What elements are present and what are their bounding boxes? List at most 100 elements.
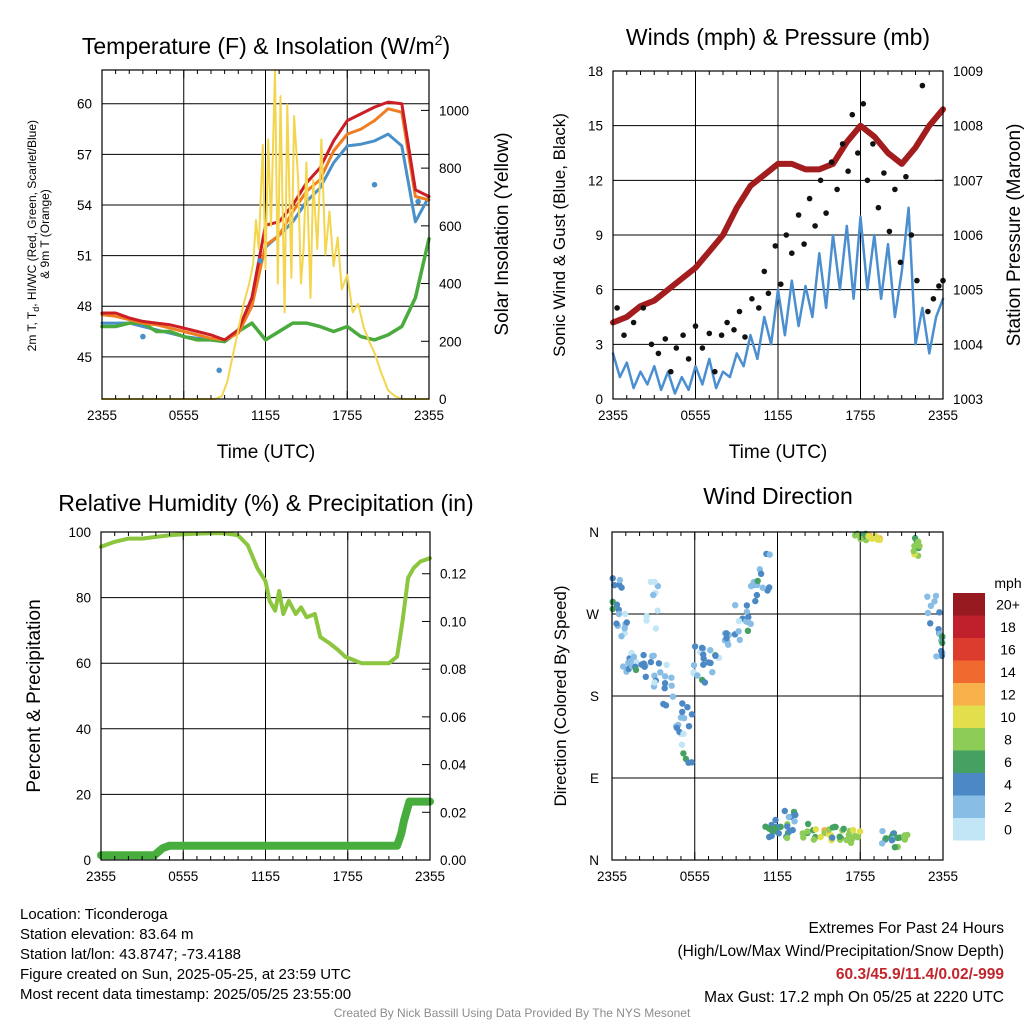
wind-data-point	[823, 210, 829, 216]
station-info: Location: Ticonderoga Station elevation:…	[20, 905, 351, 1005]
dir-data-point	[836, 833, 843, 840]
speed-legend-swatch	[953, 593, 985, 616]
station-elevation: Station elevation: 83.64 m	[20, 926, 194, 943]
dir-data-point	[924, 609, 932, 617]
dir-data-point	[712, 652, 719, 659]
dir-data-point	[888, 837, 896, 844]
max-gust: Max Gust: 17.2 mph On 05/25 at 2220 UTC	[704, 989, 1004, 1006]
rh-y-tick-label: 60	[76, 656, 91, 671]
dir-data-point	[643, 617, 650, 624]
wind-data-point	[817, 177, 824, 184]
temp-data-point	[216, 367, 222, 374]
wind-data-point	[839, 141, 846, 147]
temp-data-point	[415, 198, 421, 205]
dir-grid	[611, 531, 944, 861]
wind-data-point	[761, 268, 768, 275]
dir-data-point	[630, 653, 638, 660]
dir-data-point	[785, 813, 792, 821]
temp-ylabel-left: 2m T, Td, HI/WC (Red, Green, Scarlet/Blu…	[25, 117, 52, 352]
dir-data-point	[745, 619, 752, 626]
speed-legend-swatch	[953, 683, 985, 706]
wind-data-point	[712, 368, 718, 375]
speed-legend-label: 6	[1004, 754, 1012, 770]
dir-data-point	[910, 547, 917, 555]
dir-data-point	[661, 673, 669, 680]
temp-y2-tick-label: 400	[439, 277, 462, 292]
dir-data-point	[744, 627, 752, 634]
wind-data-point	[772, 243, 779, 249]
rh-y2-tick-label: 0.04	[440, 758, 467, 773]
dir-data-point	[701, 679, 709, 686]
dir-data-point	[784, 823, 791, 830]
dir-x-tick-label: 0555	[680, 869, 710, 884]
wind-data-point	[925, 308, 931, 315]
wind-y-tick-label: 9	[595, 228, 603, 243]
dir-data-point	[691, 643, 699, 650]
wind-data-point	[828, 159, 835, 165]
temp-data-point	[140, 333, 146, 340]
wind-y2-tick-label: 1004	[953, 337, 984, 352]
dir-data-point	[619, 663, 627, 670]
dir-x-tick-label: 1155	[763, 869, 792, 884]
wind-y2-tick-label: 1008	[953, 119, 983, 134]
dir-data-point	[810, 836, 818, 843]
wind-data-point	[680, 332, 686, 339]
dir-data-point	[878, 840, 886, 847]
dir-data-point	[685, 759, 692, 766]
wind-y-tick-label: 18	[588, 64, 603, 79]
temp-y-tick-label: 48	[77, 299, 92, 314]
speed-legend-swatch	[953, 750, 985, 773]
dir-data-point	[804, 820, 812, 828]
dir-data-point	[891, 844, 899, 851]
dir-data-point	[679, 700, 686, 707]
wind-data-point	[897, 259, 904, 266]
rh-y2-tick-label: 0.06	[440, 710, 466, 725]
dir-data-point	[684, 704, 691, 711]
wind-x-tick-label: 2355	[928, 408, 958, 423]
rh-title: Relative Humidity (%) & Precipitation (i…	[58, 490, 473, 516]
dir-data-point	[735, 617, 743, 625]
rh-y-tick-label: 40	[76, 722, 91, 737]
wind-y-tick-label: 0	[595, 392, 603, 407]
temp-title: Temperature (F) & Insolation (W/m2)	[82, 32, 450, 59]
dir-data-point	[754, 577, 761, 585]
speed-legend-swatch	[953, 773, 985, 796]
dir-data-point	[843, 836, 850, 844]
wind-data-point	[801, 241, 807, 247]
wind-data-point	[655, 350, 662, 357]
temp-series	[100, 69, 431, 400]
wind-series-line-1	[610, 106, 946, 326]
wind-data-point	[845, 168, 851, 174]
wind-data-point	[640, 305, 647, 311]
dir-data-point	[654, 607, 661, 614]
wind-data-point	[806, 195, 813, 202]
wind-data-point	[718, 332, 725, 339]
dir-data-point	[766, 584, 773, 591]
dir-data-point	[854, 834, 862, 841]
dir-data-point	[609, 575, 616, 582]
temperature-panel: Temperature (F) & Insolation (W/m2) 2355…	[25, 32, 513, 463]
wind-panel: Winds (mph) & Pressure (mb) 2355 0555 1155…	[550, 24, 1024, 463]
dir-data-point	[707, 647, 714, 654]
dir-data-point	[879, 827, 886, 835]
dir-data-point	[800, 834, 807, 841]
temp-y-tick-label: 60	[77, 97, 92, 112]
dir-data-point	[789, 826, 796, 834]
wind-series	[610, 82, 946, 395]
dir-title: Wind Direction	[703, 483, 853, 509]
wind-y2-tick-label: 1009	[953, 64, 983, 79]
dir-data-point	[621, 625, 628, 632]
dir-data-point	[657, 669, 664, 676]
credit-line: Created By Nick Bassill Using Data Provi…	[333, 1006, 691, 1020]
temp-y-tick-label: 54	[77, 198, 93, 213]
wind-title: Winds (mph) & Pressure (mb)	[626, 24, 930, 50]
speed-legend-label: 2	[1004, 799, 1012, 815]
dir-data-point	[723, 635, 730, 642]
extremes-values: 60.3/45.9/11.4/0.02/-999	[835, 966, 1004, 983]
dir-data-point	[745, 613, 752, 621]
dir-data-point	[616, 581, 623, 589]
dir-data-point	[650, 652, 657, 659]
dir-data-point	[882, 835, 890, 842]
wind-data-point	[914, 277, 920, 284]
speed-legend-swatch	[953, 795, 985, 818]
